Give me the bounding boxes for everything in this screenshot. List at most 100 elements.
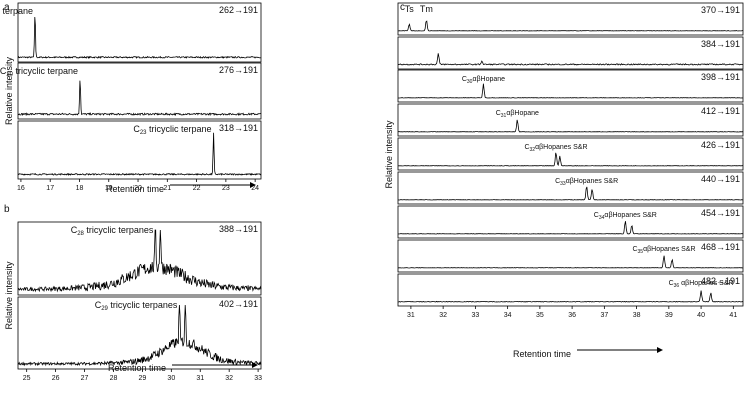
ion-transition-label: 370→191: [701, 5, 740, 15]
trace-frame: [397, 205, 744, 239]
x-tick-label: 34: [504, 312, 512, 319]
x-tick-label: 33: [254, 375, 262, 382]
trace-frame: [17, 221, 262, 296]
trace-line: [17, 16, 262, 59]
trace-group-a-2: 276→191 C20 tricyclic terpane: [0, 62, 262, 120]
x-tick-label: 36: [568, 312, 576, 319]
trace-group-c-1: 370→191 Ts Tm: [397, 2, 744, 36]
x-tick-label: 18: [76, 185, 84, 192]
trace-line: [17, 304, 262, 367]
x-tick-label: 37: [600, 312, 608, 319]
x-tick-label: 29: [138, 375, 146, 382]
x-tick-label: 23: [222, 185, 230, 192]
ion-transition-label: 398→191: [701, 72, 740, 82]
compound-label: C33αβHopanes S&R: [555, 178, 618, 187]
trace-group-c-3: 398→191 C30αβHopane: [397, 69, 744, 103]
trace-group-c-7: 454→191 C34αβHopanes S&R: [397, 205, 744, 239]
panel-letter-c: c: [400, 2, 405, 13]
trace-group-a-1: 262→191 C19 tricyclic terpane: [0, 2, 262, 63]
x-tick-label: 35: [536, 312, 544, 319]
ion-transition-label: 454→191: [701, 208, 740, 218]
trace-line: [397, 290, 744, 303]
x-tick-label: 17: [46, 185, 54, 192]
ion-transition-label: 468→191: [701, 242, 740, 252]
trace-line: [398, 83, 744, 99]
x-axis-label: Retention time: [106, 184, 164, 194]
x-tick-label: 19: [105, 185, 113, 192]
y-axis-label: Relative intensity: [384, 120, 394, 189]
panel-letter-a: a: [4, 2, 10, 13]
trace-frame: [17, 2, 262, 63]
trace-group-c-4: 412→191 C31αβHopane: [397, 103, 744, 137]
compound-label: C20 tricyclic terpane: [0, 66, 78, 78]
ion-transition-label: 402→191: [219, 299, 258, 309]
trace-line: [17, 132, 262, 177]
peak-label-tm: Tm: [420, 4, 433, 14]
x-tick-label: 20: [134, 185, 142, 192]
compound-label: C29 tricyclic terpanes: [95, 300, 178, 312]
x-tick-label: 41: [729, 312, 737, 319]
trace-frame: [397, 137, 744, 171]
panel-c: c 370→191 Ts Tm 384→191 398→191 C30αβHopane 412…: [384, 2, 744, 359]
ion-transition-label: 482→191: [701, 276, 740, 286]
trace-group-b-1: 388→191 C28 tricyclic terpanes: [17, 221, 262, 296]
x-tick-label: 28: [110, 375, 118, 382]
trace-frame: [397, 2, 744, 36]
x-axis-label: Retention time: [108, 363, 166, 373]
ion-transition-label: 440→191: [701, 174, 740, 184]
x-tick-label: 26: [52, 375, 60, 382]
trace-frame: [397, 273, 744, 307]
ion-transition-label: 318→191: [219, 123, 258, 133]
compound-label: C32αβHopanes S&R: [524, 144, 587, 153]
ion-transition-label: 426→191: [701, 140, 740, 150]
x-tick-label: 21: [163, 185, 171, 192]
x-tick-label: 38: [633, 312, 641, 319]
trace-line: [397, 255, 744, 269]
trace-group-c-2: 384→191: [397, 36, 744, 70]
trace-frame: [17, 120, 262, 180]
compound-label: C23 tricyclic terpane: [133, 124, 211, 136]
panel-b: b 388→191 C28 tricyclic terpanes 402→191 C29…: [4, 204, 262, 382]
ion-transition-label: 412→191: [701, 106, 740, 116]
compound-label: C36 αβHopanes S&R: [669, 280, 734, 289]
panel-letter-b: b: [4, 204, 10, 215]
trace-line: [397, 53, 744, 66]
trace-group-b-2: 402→191 C29 tricyclic terpanes: [17, 296, 262, 370]
compound-label: C35αβHopanes S&R: [632, 246, 695, 255]
trace-frame: [17, 62, 262, 120]
x-tick-label: 16: [17, 185, 25, 192]
trace-line: [397, 152, 744, 167]
y-axis-label: Relative intensity: [4, 261, 14, 330]
compound-label: C30αβHopane: [462, 76, 505, 85]
ion-transition-label: 388→191: [219, 224, 258, 234]
x-tick-label: 27: [81, 375, 89, 382]
compound-label: C19 tricyclic terpane: [0, 6, 33, 18]
y-axis-label: Relative intensity: [4, 56, 14, 125]
peak-label-ts: Ts: [405, 4, 415, 14]
x-tick-label: 31: [196, 375, 204, 382]
x-tick-label: 22: [193, 185, 201, 192]
x-tick-label: 31: [407, 312, 415, 319]
ion-transition-label: 276→191: [219, 65, 258, 75]
compound-label: C34αβHopanes S&R: [594, 212, 657, 221]
x-tick-label: 39: [665, 312, 673, 319]
x-tick-label: 30: [167, 375, 175, 382]
compound-label: C31αβHopane: [496, 110, 539, 119]
x-tick-label: 33: [471, 312, 479, 319]
trace-group-c-5: 426→191 C32αβHopanes S&R: [397, 137, 744, 171]
trace-group-c-8: 468→191 C35αβHopanes S&R: [397, 239, 744, 273]
trace-frame: [17, 296, 262, 370]
panel-a: a 262→191 C19 tricyclic terpane 276→191 C20 …: [0, 2, 262, 194]
x-axis-label: Retention time: [513, 349, 571, 359]
compound-label: C28 tricyclic terpanes: [71, 225, 154, 237]
trace-line: [398, 20, 744, 32]
trace-line: [397, 186, 744, 201]
x-tick-label: 32: [225, 375, 233, 382]
trace-line: [397, 119, 744, 133]
trace-frame: [397, 69, 744, 103]
x-tick-label: 24: [251, 185, 259, 192]
x-tick-label: 40: [697, 312, 705, 319]
trace-frame: [397, 36, 744, 70]
